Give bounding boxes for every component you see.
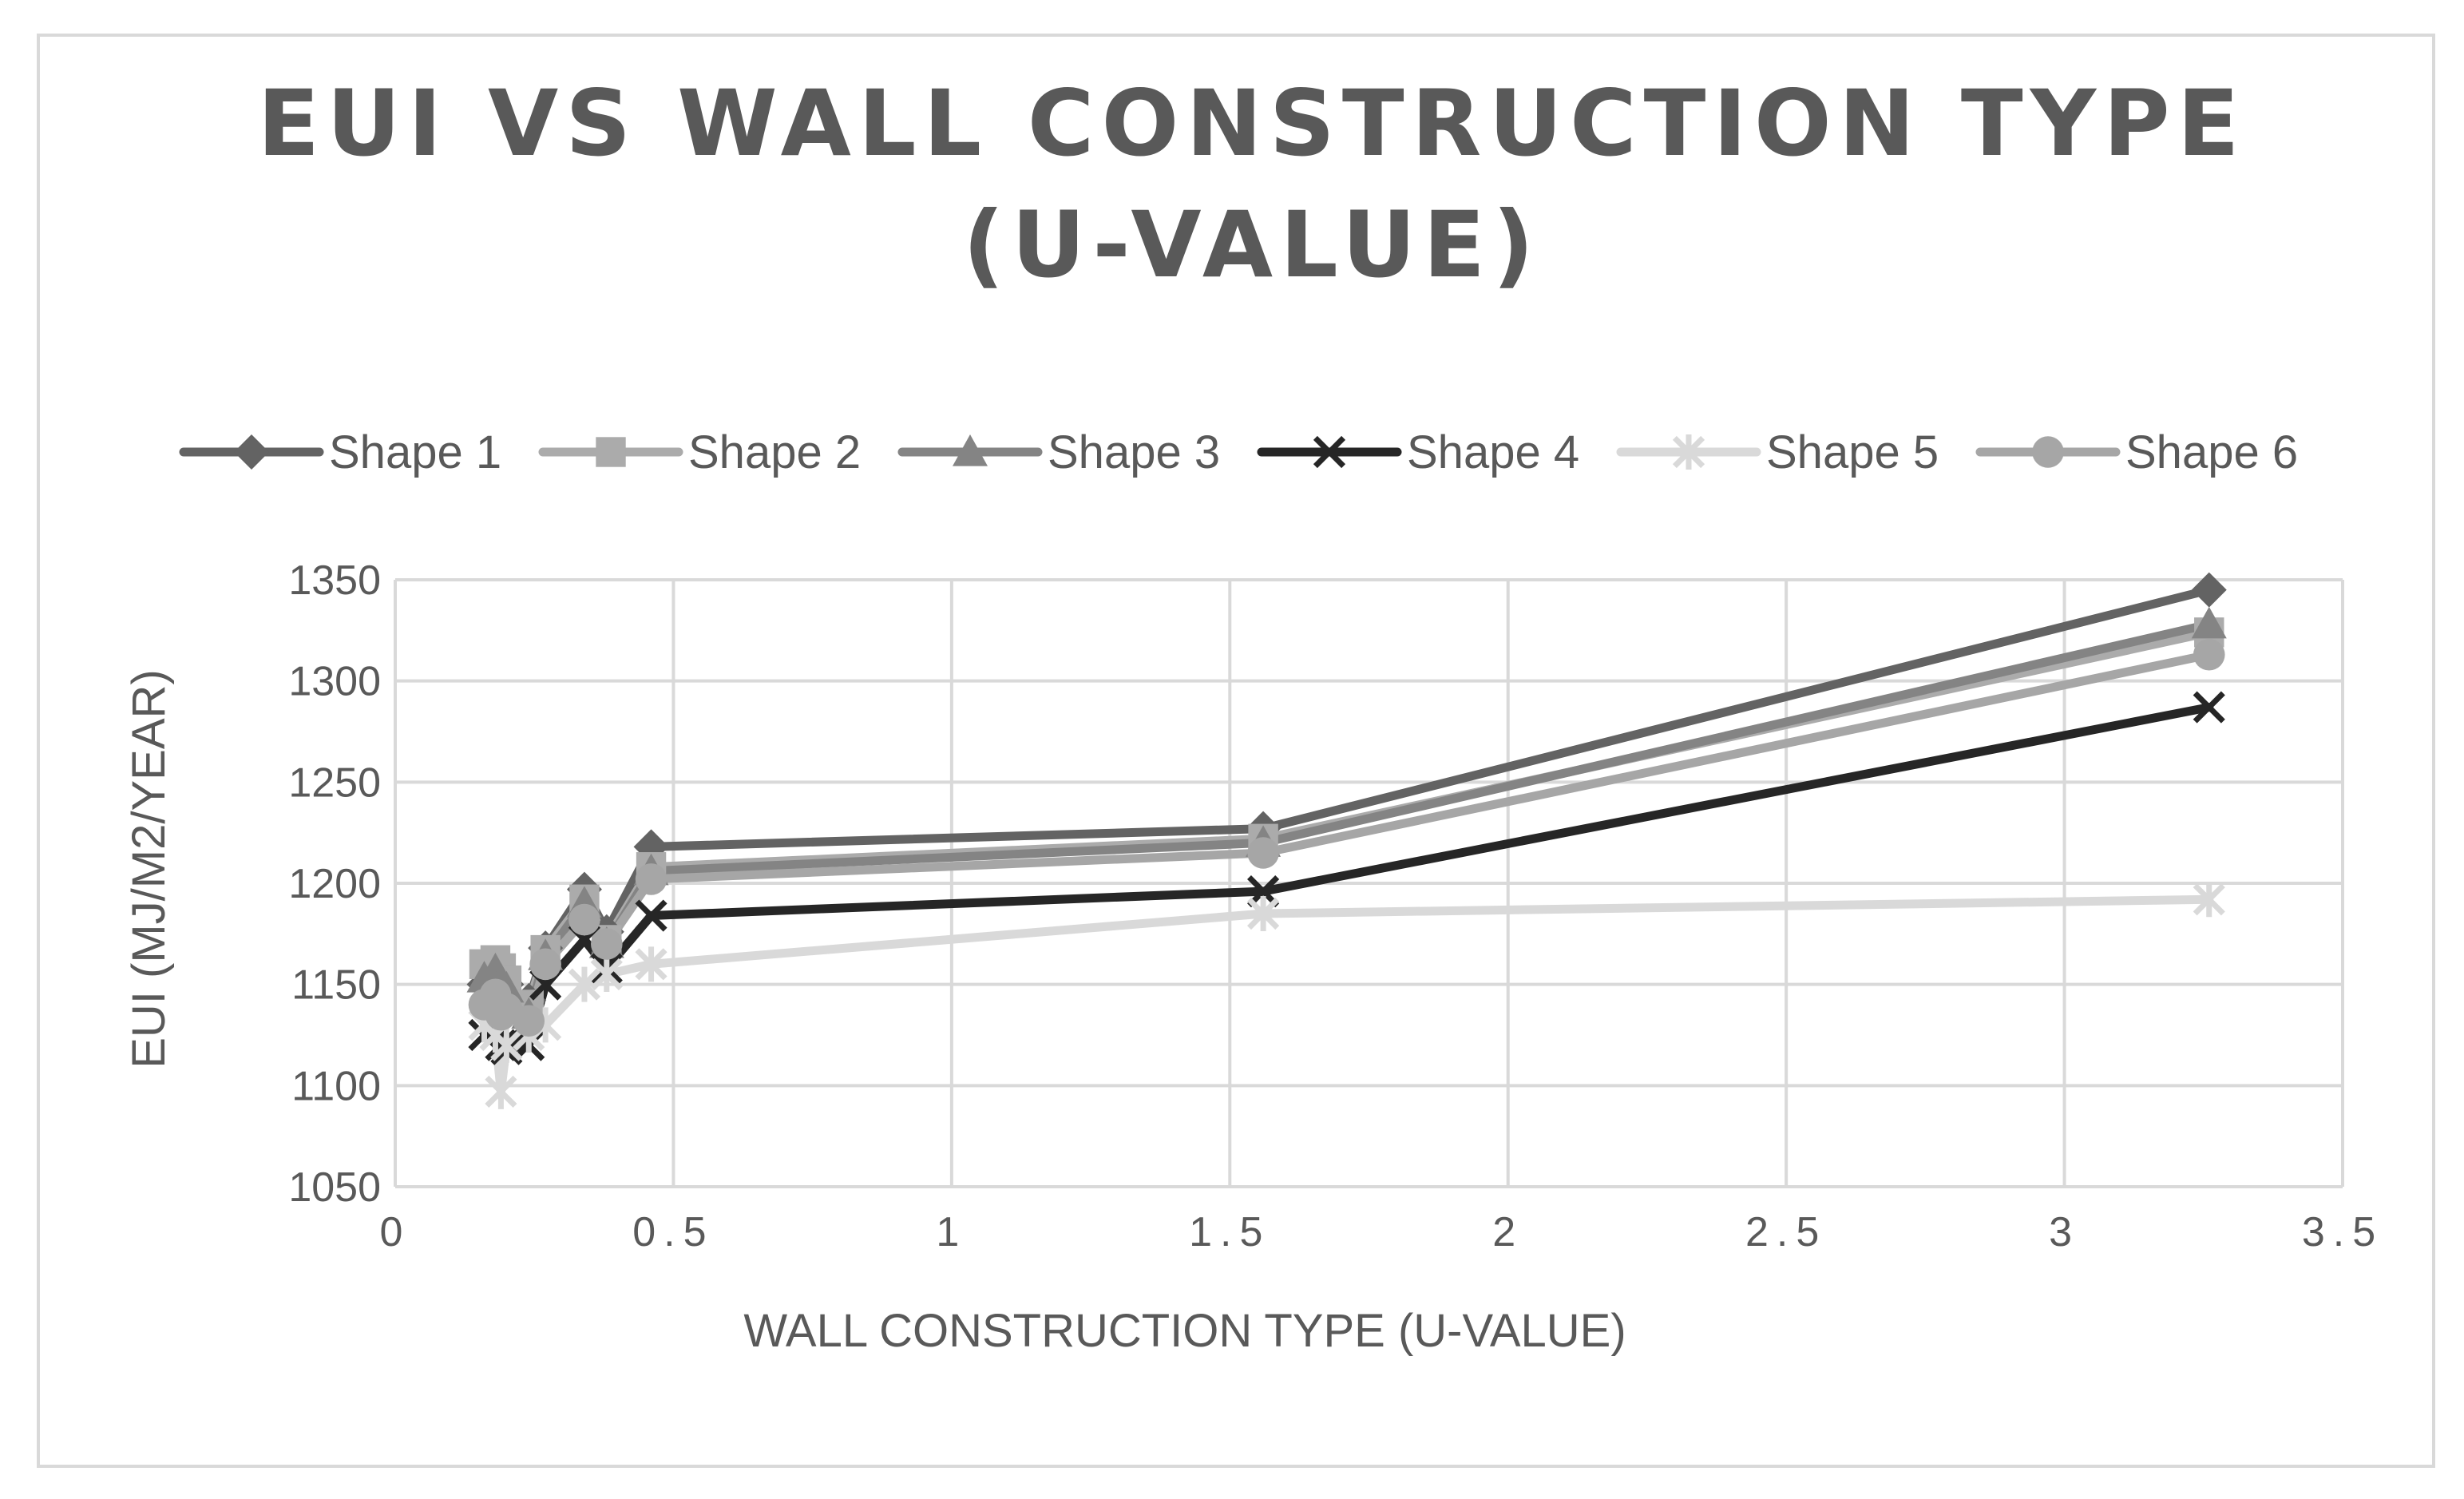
x-tick-label: 0 xyxy=(380,1209,411,1255)
x-tick-label: 2 xyxy=(1492,1209,1523,1255)
legend-label: Shape 3 xyxy=(1048,426,1220,478)
legend: Shape 1 Shape 2 Shape 3 Shape 4 Shape 5 Shape… xyxy=(179,426,2298,478)
chart-title-line-2: (U-VALUE) xyxy=(963,192,1542,298)
y-tick-label: 1100 xyxy=(291,1063,381,1109)
x-axis-label: WALL CONSTRUCTION TYPE (U-VALUE) xyxy=(743,1305,1626,1357)
x-tick-label: 1.5 xyxy=(1189,1209,1270,1255)
marker-stroke xyxy=(635,899,667,932)
series-line-shape-5 xyxy=(480,894,2214,1096)
data-point-shape-4 xyxy=(635,899,667,932)
y-tick-label: 1050 xyxy=(288,1164,381,1211)
data-point-shape-6 xyxy=(529,948,561,981)
legend-label: Shape 1 xyxy=(329,426,501,478)
data-point-shape-6 xyxy=(635,863,667,895)
legend-swatch-marker xyxy=(2032,436,2064,468)
data-point-shape-5 xyxy=(2193,882,2225,918)
x-tick-label: 0.5 xyxy=(632,1209,714,1255)
legend-label: Shape 2 xyxy=(688,426,861,478)
series-line-shape-1 xyxy=(480,585,2214,1005)
chart-title: EUI VS WALL CONSTRUCTION TYPE (U-VALUE) xyxy=(257,70,2246,298)
data-point-shape-6 xyxy=(513,1005,545,1037)
legend-item-shape-3: Shape 3 xyxy=(897,426,1220,478)
y-axis-label: EUI (MJ/M2/YEAR) xyxy=(123,669,175,1069)
legend-swatch-marker xyxy=(234,434,269,470)
x-tick-label: 2.5 xyxy=(1745,1209,1827,1255)
y-tick-label: 1200 xyxy=(288,861,381,907)
y-tick-label: 1150 xyxy=(291,962,381,1009)
legend-label: Shape 4 xyxy=(1407,426,1579,478)
legend-item-shape-2: Shape 2 xyxy=(538,426,861,478)
y-tick-label: 1250 xyxy=(288,759,381,806)
data-point-shape-3 xyxy=(2191,606,2227,639)
legend-swatch-marker xyxy=(596,437,626,467)
data-point-shape-5 xyxy=(1247,896,1280,931)
data-point-shape-1 xyxy=(2191,572,2227,608)
data-point-shape-5 xyxy=(485,1073,517,1109)
x-tick-label: 3 xyxy=(2049,1209,2080,1255)
y-tick-label: 1350 xyxy=(288,557,381,604)
data-point-shape-5 xyxy=(590,957,623,992)
data-point-shape-6 xyxy=(591,928,623,960)
series-markers xyxy=(466,572,2227,1109)
y-tick-label: 1300 xyxy=(288,659,381,705)
legend-item-shape-4: Shape 4 xyxy=(1257,426,1579,478)
gridlines xyxy=(394,578,2344,1188)
legend-label: Shape 6 xyxy=(2125,426,2298,478)
marker-stroke xyxy=(2193,691,2225,724)
legend-label: Shape 5 xyxy=(1766,426,1939,478)
legend-swatch-marker xyxy=(953,434,988,466)
legend-swatch-marker xyxy=(1672,434,1705,470)
x-tick-label: 3.5 xyxy=(2302,1209,2383,1255)
chart-frame: EUI VS WALL CONSTRUCTION TYPE (U-VALUE) … xyxy=(37,34,2435,1468)
data-point-shape-5 xyxy=(635,946,667,982)
data-point-shape-5 xyxy=(490,1027,523,1063)
legend-item-shape-1: Shape 1 xyxy=(179,426,501,478)
y-axis-ticks: 1050 1100 1150 1200 1250 1300 1350 xyxy=(288,557,381,1211)
data-point-shape-4 xyxy=(2193,691,2225,724)
series-line-shape-6 xyxy=(480,650,2214,1025)
chart-title-line-1: EUI VS WALL CONSTRUCTION TYPE xyxy=(257,70,2246,176)
legend-swatch-marker xyxy=(1313,435,1346,469)
marker-stroke xyxy=(1313,435,1346,469)
legend-item-shape-5: Shape 5 xyxy=(1616,426,1939,478)
legend-item-shape-6: Shape 6 xyxy=(1975,426,2298,478)
chart-svg: EUI VS WALL CONSTRUCTION TYPE (U-VALUE) … xyxy=(123,70,2383,1357)
x-tick-label: 1 xyxy=(936,1209,967,1255)
data-point-shape-6 xyxy=(2193,638,2225,671)
data-point-shape-6 xyxy=(1247,837,1279,869)
x-axis-ticks: 0 0.5 1 1.5 2 2.5 3 3.5 xyxy=(380,1209,2383,1255)
series-lines xyxy=(480,585,2214,1096)
data-point-shape-5 xyxy=(568,966,601,1002)
data-point-shape-6 xyxy=(568,903,600,936)
